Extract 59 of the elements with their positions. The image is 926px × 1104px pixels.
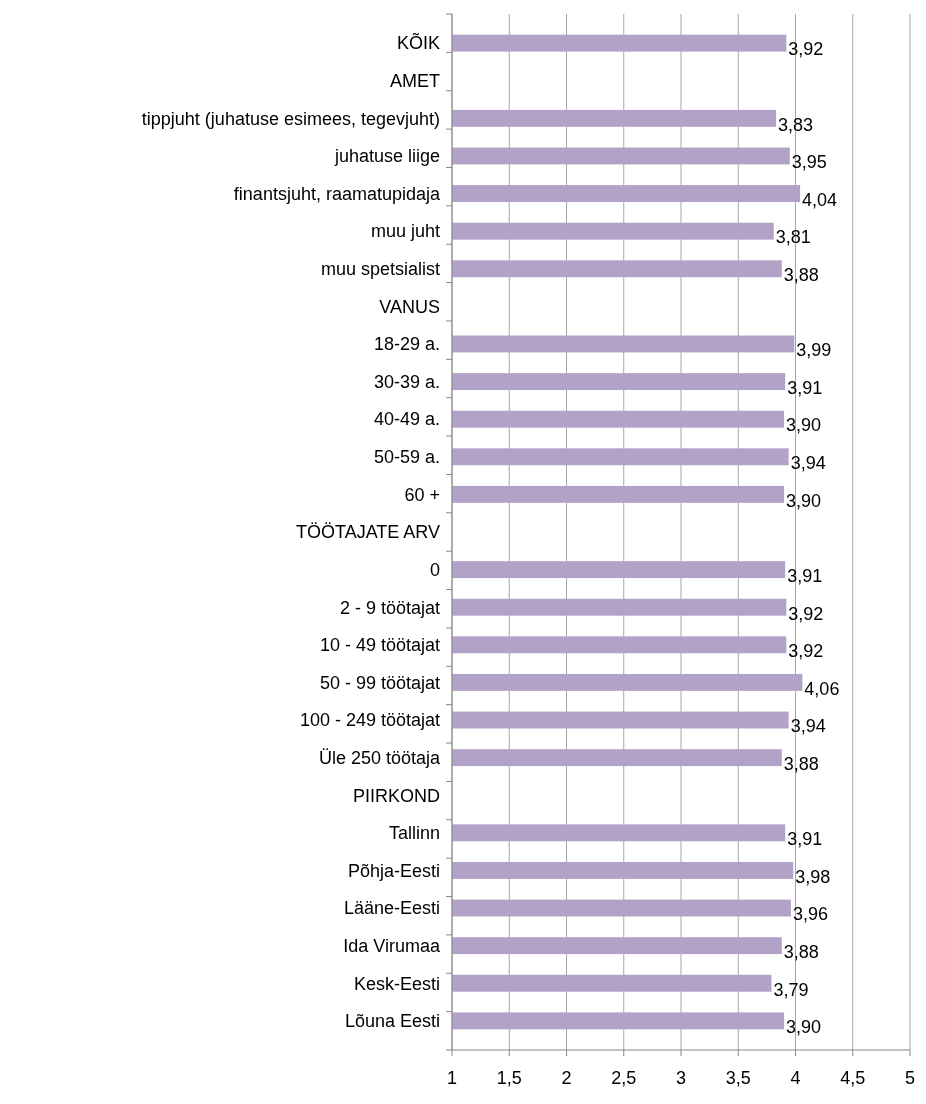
data-label: 3,81: [775, 227, 811, 248]
y-tick-label: Üle 250 töötaja: [318, 747, 441, 768]
x-tick-label: 5: [904, 1068, 916, 1088]
y-tick-label: 100 - 249 töötajat: [299, 710, 440, 731]
data-label: 3,90: [786, 415, 822, 436]
y-tick-label: TÖÖTAJATE ARV: [295, 522, 440, 543]
data-label: 3,91: [787, 829, 823, 850]
data-label: 3,92: [788, 641, 824, 662]
data-label: 3,91: [787, 377, 823, 398]
data-label: 3,95: [791, 152, 827, 173]
x-tick-label: 2,5: [611, 1068, 637, 1088]
x-tick-label: 2: [561, 1068, 572, 1088]
data-label: 3,91: [787, 565, 823, 586]
y-tick-label: juhatuse liige: [333, 146, 440, 167]
y-tick-label: AMET: [389, 71, 440, 92]
y-tick-label: 30-39 a.: [373, 371, 440, 392]
y-tick-label: 2 - 9 töötajat: [339, 597, 440, 618]
y-tick-label: VANUS: [379, 296, 440, 317]
x-tick-label: 4: [790, 1068, 801, 1088]
data-label: 3,79: [773, 979, 809, 1000]
y-tick-label: 60 +: [404, 484, 440, 505]
data-label: 3,92: [788, 603, 824, 624]
data-label: 3,90: [786, 490, 822, 511]
data-label: 3,88: [783, 941, 819, 962]
x-tick-label: 1,5: [496, 1068, 522, 1088]
y-tick-label: muu juht: [370, 221, 440, 242]
y-tick-label: muu spetsialist: [320, 259, 440, 280]
y-tick-label: Lääne-Eesti: [343, 898, 440, 919]
data-label: 3,94: [790, 716, 826, 737]
y-tick-label: 0: [429, 559, 440, 580]
y-tick-label: Põhja-Eesti: [347, 860, 440, 881]
data-label: 3,96: [792, 904, 828, 925]
y-tick-label: KÕIK: [396, 32, 440, 54]
y-tick-label: Lõuna Eesti: [344, 1011, 440, 1032]
y-tick-label: Kesk-Eesti: [353, 973, 440, 994]
y-tick-label: 50-59 a.: [373, 447, 440, 468]
x-tick-label: 3: [675, 1068, 687, 1088]
data-label: 3,88: [783, 753, 819, 774]
x-tick-label: 4,5: [840, 1068, 866, 1088]
y-tick-label: 50 - 99 töötajat: [319, 672, 440, 693]
data-label: 3,90: [786, 1017, 822, 1038]
data-label: 4,06: [804, 678, 840, 699]
data-label: 4,04: [802, 189, 838, 210]
y-tick-label: 18-29 a.: [373, 334, 440, 355]
x-tick-label: 3,5: [725, 1068, 751, 1088]
data-label: 3,99: [796, 340, 832, 361]
y-tick-label: Ida Virumaa: [343, 935, 441, 956]
y-tick-label: Tallinn: [388, 823, 440, 844]
data-label: 3,98: [795, 866, 831, 887]
data-label: 3,94: [790, 453, 826, 474]
y-tick-label: tippjuht (juhatuse esimees, tegevjuht): [141, 108, 440, 129]
data-label: 3,88: [783, 265, 819, 286]
data-label: 3,83: [778, 114, 814, 135]
data-label: 3,92: [788, 39, 824, 60]
y-tick-label: 40-49 a.: [373, 409, 440, 430]
y-tick-label: finantsjuht, raamatupidaja: [233, 183, 441, 204]
y-tick-label: PIIRKOND: [352, 785, 440, 806]
y-tick-label: 10 - 49 töötajat: [319, 635, 440, 656]
x-tick-label: 1: [446, 1068, 458, 1088]
